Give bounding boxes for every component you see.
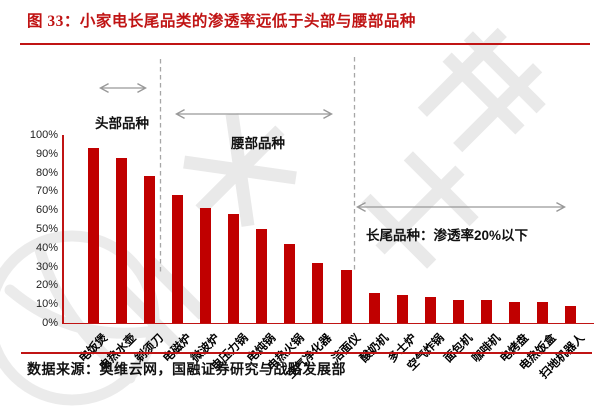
y-tick-label: 70%: [35, 185, 58, 198]
y-tick-label: 50%: [35, 223, 58, 235]
penetration-bar-chart: 0% 10% 20% 30% 40% 50% 60% 70% 80% 90% 100% 电饭煲 电热水…: [0, 50, 600, 381]
bar-电热火锅: [284, 244, 296, 323]
y-tick-label: 90%: [35, 147, 58, 160]
bar-洁面仪: [340, 270, 352, 323]
bar-电压力锅: [228, 213, 240, 323]
y-tick-label: 60%: [35, 204, 58, 217]
annotation-head-group: 头部品种: [95, 116, 149, 131]
bar-空气炸锅: [424, 296, 436, 323]
data-source: 数据来源：奥维云网，国融证券研究与战略发展部: [27, 363, 346, 378]
figure-title: 图 33：小家电长尾品类的渗透率远低于头部与腰部品种: [27, 13, 416, 30]
bar-电磁炉: [172, 195, 184, 323]
y-tick-label: 0%: [42, 317, 58, 329]
y-tick-label: 10%: [35, 298, 58, 311]
bar-面包机: [452, 300, 464, 323]
bar-电烤盘: [508, 302, 520, 323]
bar-微波炉: [200, 208, 212, 323]
y-tick-label: 20%: [35, 279, 58, 292]
y-tick-label: 80%: [35, 166, 58, 179]
bar-电饭煲: [88, 148, 99, 323]
bar-多士炉: [396, 294, 408, 323]
title-underline: [20, 43, 590, 45]
annotation-tail-group: 长尾品种：渗透率20%以下: [366, 228, 529, 243]
bar-空气净化器: [312, 262, 324, 323]
bar-电热饭盒: [536, 302, 548, 323]
bar-剃须刀: [144, 176, 156, 323]
x-axis-line: [62, 322, 594, 324]
annotation-waist-group: 腰部品种: [231, 136, 285, 151]
bar-咖啡机: [480, 300, 492, 323]
bar-电炖锅: [256, 229, 268, 323]
y-tick-label: 30%: [35, 260, 58, 273]
y-tick-label: 40%: [35, 241, 58, 254]
y-tick-label: 100%: [29, 129, 58, 141]
bar-电热水壶: [116, 157, 128, 323]
y-axis-line: [62, 135, 64, 323]
footer-divider: [21, 352, 592, 354]
bar-酸奶机: [368, 292, 380, 323]
bar-扫地机器人: [565, 306, 577, 323]
annotation-layer: [98, 57, 567, 273]
